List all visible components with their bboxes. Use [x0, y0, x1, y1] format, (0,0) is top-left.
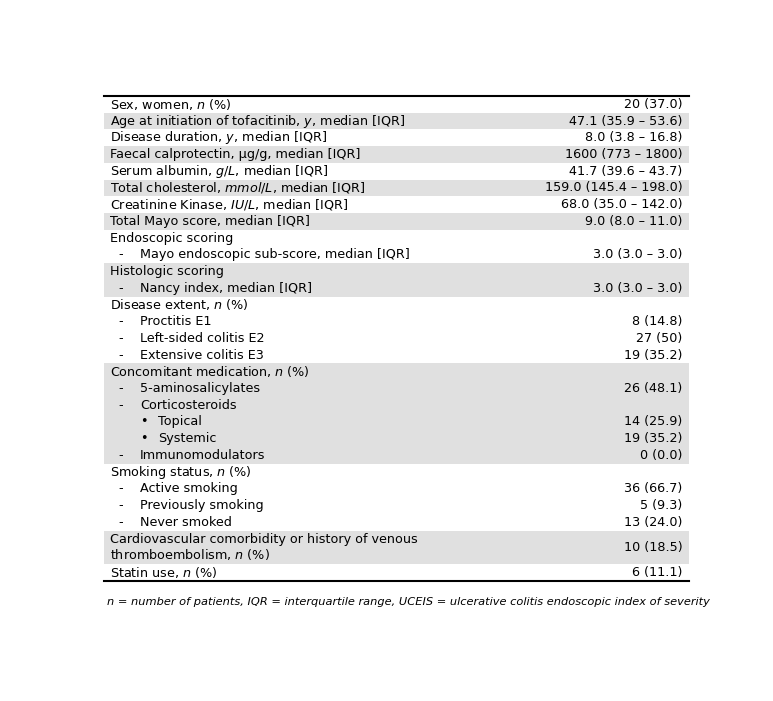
Text: -: - — [119, 248, 124, 261]
Text: Creatinine Kinase, $IU/L$, median [IQR]: Creatinine Kinase, $IU/L$, median [IQR] — [110, 197, 348, 212]
Text: Proctitis E1: Proctitis E1 — [140, 315, 211, 328]
Text: Disease extent, $n$ (%): Disease extent, $n$ (%) — [110, 297, 248, 313]
Bar — [104, 179, 689, 196]
Text: 68.0 (35.0 – 142.0): 68.0 (35.0 – 142.0) — [561, 198, 683, 211]
Bar — [104, 247, 689, 263]
Text: 1600 (773 – 1800): 1600 (773 – 1800) — [565, 148, 683, 161]
Text: thromboembolism, $n$ (%): thromboembolism, $n$ (%) — [110, 547, 270, 562]
Text: 20 (37.0): 20 (37.0) — [624, 98, 683, 111]
Text: Serum albumin, $g/L$, median [IQR]: Serum albumin, $g/L$, median [IQR] — [110, 163, 329, 179]
Text: Extensive colitis E3: Extensive colitis E3 — [140, 348, 264, 362]
Text: 47.1 (35.9 – 53.6): 47.1 (35.9 – 53.6) — [569, 114, 683, 128]
Text: 26 (48.1): 26 (48.1) — [625, 382, 683, 395]
Text: 3.0 (3.0 – 3.0): 3.0 (3.0 – 3.0) — [593, 282, 683, 294]
Text: 3.0 (3.0 – 3.0): 3.0 (3.0 – 3.0) — [593, 248, 683, 261]
Bar — [104, 447, 689, 463]
Bar — [104, 414, 689, 430]
Text: 10 (18.5): 10 (18.5) — [624, 540, 683, 554]
Bar — [104, 263, 689, 280]
Text: Endoscopic scoring: Endoscopic scoring — [110, 231, 233, 245]
Text: Topical: Topical — [158, 416, 202, 428]
Bar — [104, 430, 689, 447]
Bar — [104, 96, 689, 113]
Text: Disease duration, $y$, median [IQR]: Disease duration, $y$, median [IQR] — [110, 129, 327, 147]
Text: Cardiovascular comorbidity or history of venous: Cardiovascular comorbidity or history of… — [110, 533, 417, 546]
Text: Active smoking: Active smoking — [140, 482, 237, 496]
Text: Left-sided colitis E2: Left-sided colitis E2 — [140, 332, 264, 345]
Text: Statin use, $n$ (%): Statin use, $n$ (%) — [110, 565, 217, 580]
Text: Systemic: Systemic — [158, 432, 216, 445]
Text: Faecal calprotectin, μg/g, median [IQR]: Faecal calprotectin, μg/g, median [IQR] — [110, 148, 360, 161]
Bar — [104, 480, 689, 497]
Bar — [104, 230, 689, 247]
Bar — [104, 347, 689, 363]
Bar — [104, 380, 689, 397]
Text: -: - — [119, 348, 124, 362]
Bar — [104, 146, 689, 163]
Text: 19 (35.2): 19 (35.2) — [624, 348, 683, 362]
Bar — [104, 463, 689, 480]
Text: Previously smoking: Previously smoking — [140, 499, 264, 512]
Bar — [104, 213, 689, 230]
Text: 41.7 (39.6 – 43.7): 41.7 (39.6 – 43.7) — [569, 165, 683, 178]
Text: -: - — [119, 332, 124, 345]
Text: -: - — [119, 449, 124, 462]
Text: -: - — [119, 282, 124, 294]
Text: -: - — [119, 315, 124, 328]
Text: 5-aminosalicylates: 5-aminosalicylates — [140, 382, 260, 395]
Text: Age at initiation of tofacitinib, $y$, median [IQR]: Age at initiation of tofacitinib, $y$, m… — [110, 113, 405, 130]
Bar — [104, 163, 689, 179]
Text: Never smoked: Never smoked — [140, 516, 232, 529]
Text: -: - — [119, 516, 124, 529]
Text: Histologic scoring: Histologic scoring — [110, 265, 223, 278]
Text: -: - — [119, 499, 124, 512]
Text: 36 (66.7): 36 (66.7) — [625, 482, 683, 496]
Bar — [104, 564, 689, 580]
Bar — [104, 514, 689, 531]
Bar — [104, 397, 689, 414]
Text: 19 (35.2): 19 (35.2) — [624, 432, 683, 445]
Text: Mayo endoscopic sub-score, median [IQR]: Mayo endoscopic sub-score, median [IQR] — [140, 248, 410, 261]
Text: •: • — [140, 432, 148, 445]
Text: 13 (24.0): 13 (24.0) — [624, 516, 683, 529]
Bar — [104, 330, 689, 347]
Text: -: - — [119, 382, 124, 395]
Text: 159.0 (145.4 – 198.0): 159.0 (145.4 – 198.0) — [545, 182, 683, 194]
Text: 27 (50): 27 (50) — [636, 332, 683, 345]
Bar — [104, 280, 689, 297]
Bar — [104, 363, 689, 380]
Text: 14 (25.9): 14 (25.9) — [625, 416, 683, 428]
Text: Corticosteroids: Corticosteroids — [140, 399, 237, 411]
Text: Smoking status, $n$ (%): Smoking status, $n$ (%) — [110, 463, 251, 481]
Text: Concomitant medication, $n$ (%): Concomitant medication, $n$ (%) — [110, 365, 310, 379]
Bar — [104, 531, 689, 564]
Bar — [104, 297, 689, 313]
Text: Immunomodulators: Immunomodulators — [140, 449, 265, 462]
Text: -: - — [119, 482, 124, 496]
Text: n = number of patients, IQR = interquartile range, UCEIS = ulcerative colitis en: n = number of patients, IQR = interquart… — [107, 597, 710, 607]
Text: Nancy index, median [IQR]: Nancy index, median [IQR] — [140, 282, 312, 294]
Text: Total cholesterol, $mmol/L$, median [IQR]: Total cholesterol, $mmol/L$, median [IQR… — [110, 180, 366, 196]
Bar — [104, 313, 689, 330]
Text: 9.0 (8.0 – 11.0): 9.0 (8.0 – 11.0) — [585, 215, 683, 228]
Text: 6 (11.1): 6 (11.1) — [632, 566, 683, 579]
Bar — [104, 130, 689, 146]
Bar — [104, 497, 689, 514]
Text: •: • — [140, 416, 148, 428]
Bar — [104, 196, 689, 213]
Text: 8.0 (3.8 – 16.8): 8.0 (3.8 – 16.8) — [585, 131, 683, 144]
Text: 5 (9.3): 5 (9.3) — [640, 499, 683, 512]
Text: Total Mayo score, median [IQR]: Total Mayo score, median [IQR] — [110, 215, 310, 228]
Bar — [104, 113, 689, 130]
Text: Sex, women, $n$ (%): Sex, women, $n$ (%) — [110, 97, 231, 112]
Text: 8 (14.8): 8 (14.8) — [632, 315, 683, 328]
Text: -: - — [119, 399, 124, 411]
Text: 0 (0.0): 0 (0.0) — [640, 449, 683, 462]
